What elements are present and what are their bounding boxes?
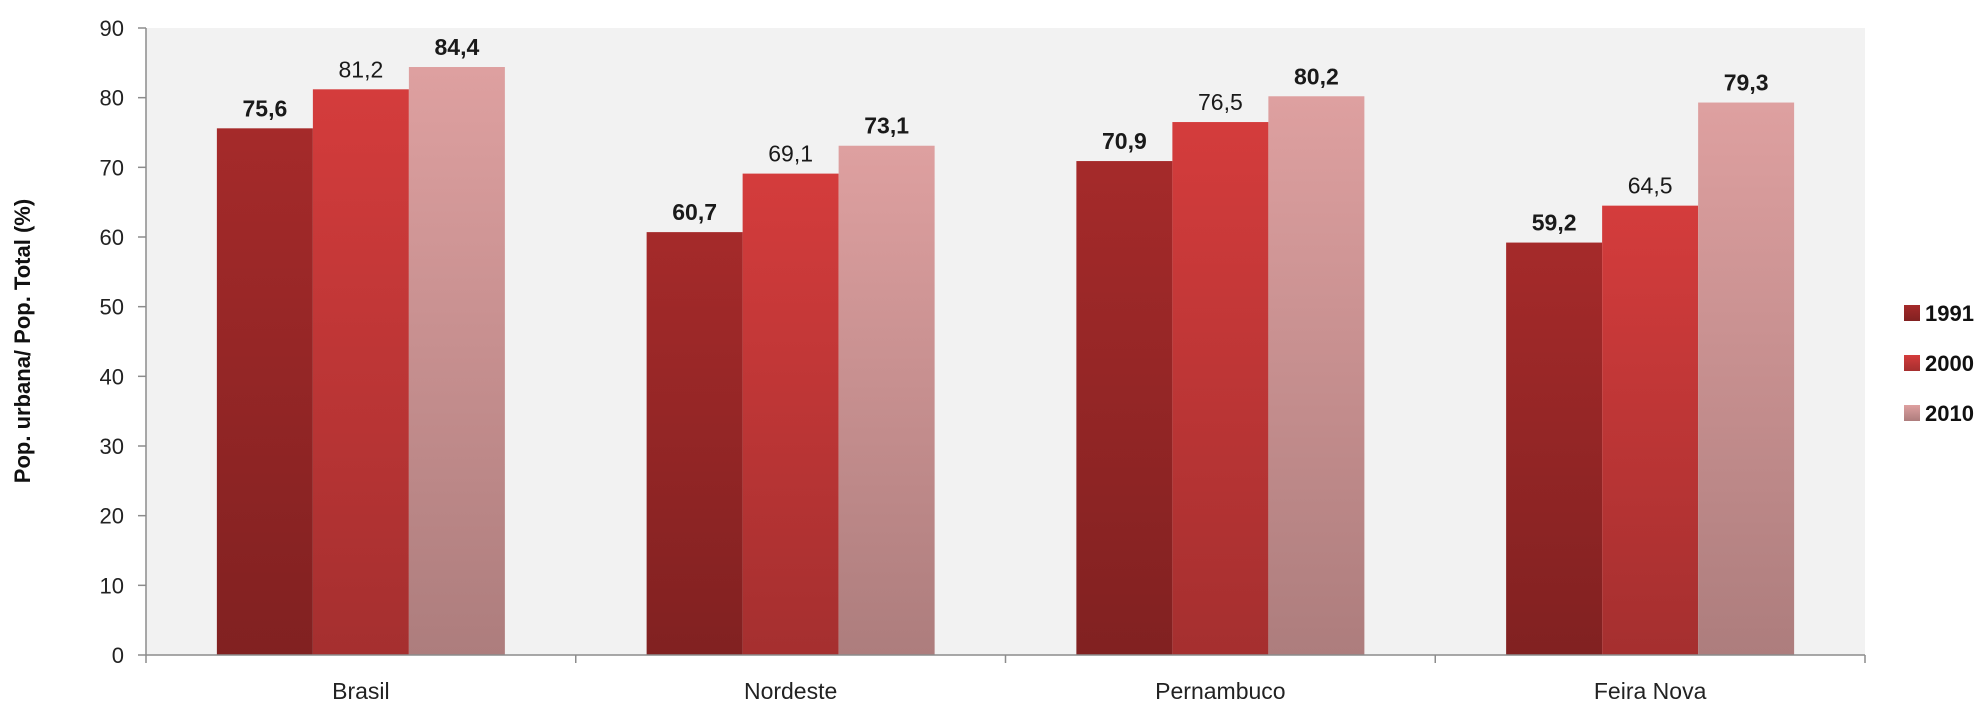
x-tick-label: Feira Nova [1594, 678, 1707, 702]
bar [1698, 102, 1795, 655]
legend-label: 2010 [1925, 401, 1974, 426]
y-tick-label: 40 [100, 364, 124, 389]
data-label: 69,1 [768, 141, 813, 167]
data-label: 64,5 [1628, 173, 1673, 199]
y-tick-label: 30 [100, 434, 124, 459]
x-tick-label: Brasil [332, 678, 390, 702]
legend-label: 1991 [1925, 301, 1974, 326]
x-ticks-layer: Brasil Nordeste Pernambuco Feira Nova [145, 655, 1866, 702]
bars-layer [216, 67, 1795, 656]
bar [742, 173, 839, 655]
y-tick-label: 50 [100, 295, 124, 320]
data-label: 70,9 [1102, 128, 1147, 154]
x-tick-label: Pernambuco [1155, 678, 1285, 702]
bar [216, 128, 313, 655]
legend-swatch [1904, 305, 1920, 321]
data-label: 75,6 [242, 95, 287, 121]
y-tick-label: 60 [100, 225, 124, 250]
bar [1506, 242, 1603, 655]
y-tick-label: 80 [100, 86, 124, 111]
bar [312, 89, 409, 656]
y-ticks-layer: 0 10 20 30 40 50 60 70 80 90 [100, 16, 146, 668]
y-axis-title: Pop. urbana/ Pop. Total (%) [10, 199, 35, 483]
bar [646, 232, 743, 655]
legend-label: 2000 [1925, 351, 1974, 376]
y-tick-label: 10 [100, 573, 124, 598]
data-label: 60,7 [672, 199, 717, 225]
y-tick-label: 0 [112, 643, 124, 668]
data-label: 80,2 [1294, 63, 1339, 89]
y-tick-label: 20 [100, 504, 124, 529]
bar [1268, 96, 1365, 656]
bar [1602, 205, 1699, 655]
bar [1172, 122, 1269, 656]
legend: 1991 2000 2010 [1904, 301, 1974, 426]
y-tick-label: 70 [100, 155, 124, 180]
bar [838, 145, 935, 655]
data-label: 59,2 [1532, 210, 1577, 236]
legend-swatch [1904, 405, 1920, 421]
legend-swatch [1904, 355, 1920, 371]
data-label: 81,2 [338, 56, 383, 82]
bar [408, 67, 505, 656]
data-labels-layer: 75,6 81,2 84,4 60,7 69,1 73,1 70,9 76,5 80,2 59,2… [242, 34, 1768, 236]
x-tick-label: Nordeste [744, 678, 837, 702]
y-tick-label: 90 [100, 16, 124, 41]
data-label: 84,4 [434, 34, 479, 60]
bar [1076, 161, 1173, 655]
data-label: 79,3 [1724, 70, 1769, 96]
data-label: 76,5 [1198, 89, 1243, 115]
data-label: 73,1 [864, 113, 909, 139]
